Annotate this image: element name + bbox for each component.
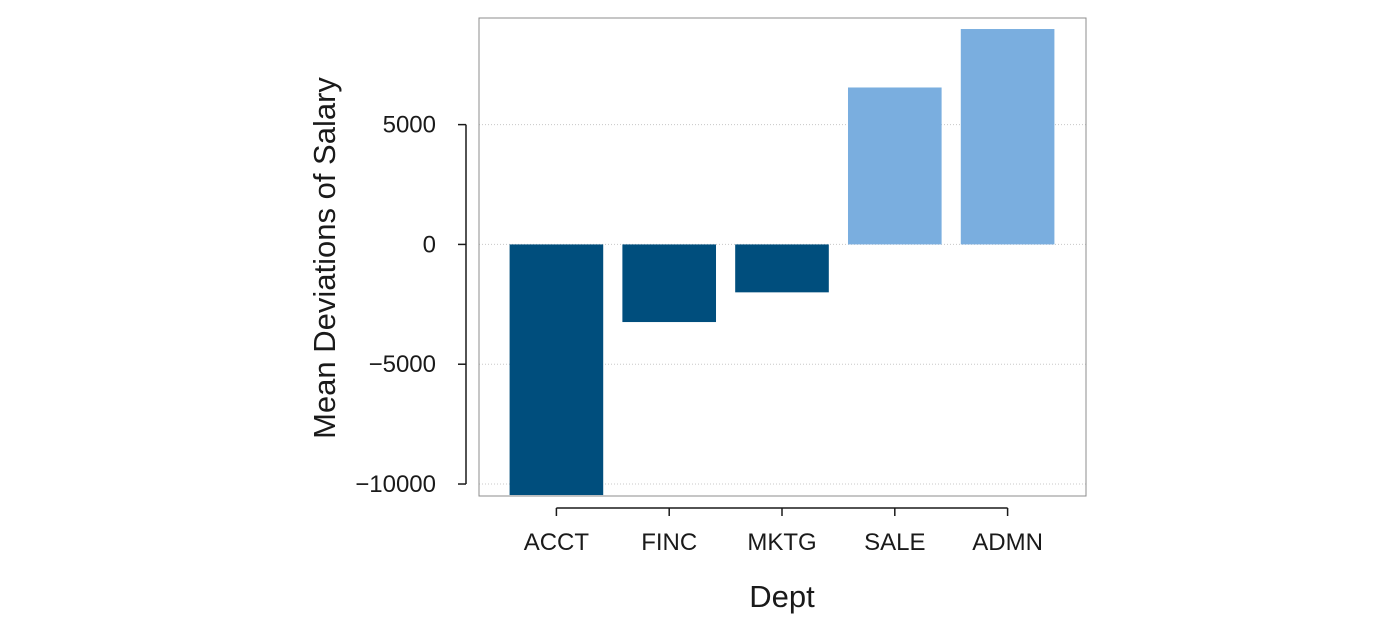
y-tick-label: 0 <box>423 231 436 258</box>
bar-mktg <box>735 244 829 293</box>
bar-sale <box>847 87 942 245</box>
bar-admn <box>960 29 1055 245</box>
x-tick-label-acct: ACCT <box>524 529 590 556</box>
bar-acct <box>509 244 604 496</box>
x-axis-title: Dept <box>749 579 815 614</box>
x-tick-label-finc: FINC <box>641 529 697 556</box>
y-axis-title: Mean Deviations of Salary <box>307 77 342 439</box>
plot-frame <box>478 17 1087 497</box>
x-tick-label-admn: ADMN <box>972 529 1043 556</box>
x-tick-labels: ACCT FINC MKTG SALE ADMN <box>524 529 1043 556</box>
axes <box>458 123 1009 516</box>
y-tick-labels: −10000 −5000 0 5000 <box>355 112 436 498</box>
x-tick-label-mktg: MKTG <box>747 529 816 556</box>
x-tick-label-sale: SALE <box>864 529 925 556</box>
y-tick-label: −5000 <box>369 351 436 378</box>
bar-finc <box>622 244 717 323</box>
y-tick-label: −10000 <box>355 471 436 498</box>
bars <box>509 29 1055 496</box>
y-tick-label: 5000 <box>383 112 436 139</box>
